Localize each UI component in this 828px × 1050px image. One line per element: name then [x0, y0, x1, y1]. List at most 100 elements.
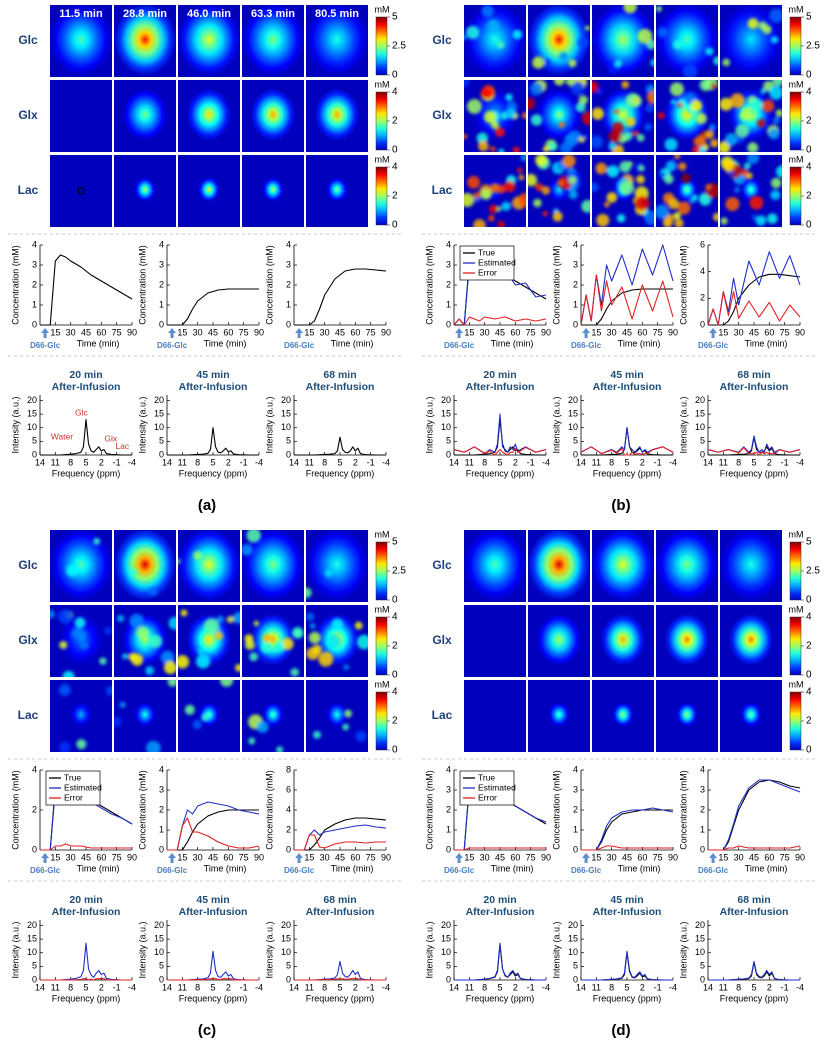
plot-subtitle: After-Infusion	[593, 906, 662, 918]
x-tick-label: 11	[178, 982, 187, 992]
y-tick-label: 4	[159, 239, 164, 249]
image-noise	[528, 155, 590, 222]
x-tick-label: 15	[718, 327, 728, 337]
y-tick-label: 4	[446, 239, 451, 249]
x-tick-label: 14	[449, 982, 459, 992]
y-tick-label: 0	[286, 319, 291, 329]
y-tick-label: 2	[159, 804, 164, 814]
noise-blob	[233, 611, 240, 624]
colorbar-tick-label: 4	[806, 687, 812, 698]
y-tick-label: 4	[32, 764, 37, 774]
x-tick-label: 90	[254, 327, 264, 337]
noise-blob	[562, 155, 576, 168]
colorbar-tick-label: 0	[392, 70, 398, 81]
noise-blob	[656, 204, 669, 220]
noise-blob	[518, 192, 526, 208]
y-tick-label: 1	[446, 299, 451, 309]
x-tick-label: 8	[482, 457, 487, 467]
y-tick-label: 10	[568, 947, 578, 957]
y-tick-label: 0	[159, 319, 164, 329]
colorbar	[375, 616, 388, 676]
x-tick-label: 45	[749, 327, 759, 337]
noise-blob	[331, 618, 344, 630]
noise-blob	[195, 654, 211, 669]
data-line	[454, 847, 546, 851]
noise-blob	[734, 186, 741, 193]
noise-blob	[184, 704, 195, 715]
y-tick-label: 4	[573, 764, 578, 774]
data-line	[167, 427, 259, 456]
infusion-arrow	[455, 328, 464, 338]
noise-blob	[505, 108, 516, 120]
y-tick-label: 0	[286, 974, 291, 984]
x-tick-label: 11	[178, 457, 187, 467]
y-tick-label: 3	[573, 784, 578, 794]
x-tick-label: 60	[510, 852, 520, 862]
noise-blobs	[178, 551, 203, 564]
image-cell	[114, 5, 176, 77]
noise-blob	[318, 651, 334, 667]
plot-subtitle: After-Infusion	[179, 906, 248, 918]
x-tick-label: 75	[239, 327, 249, 337]
colorbar-unit: mM	[789, 79, 804, 89]
peak-annotation: Glx	[104, 434, 118, 444]
x-axis-label: Frequency (ppm)	[179, 468, 248, 478]
noise-blob	[772, 80, 782, 87]
x-tick-label: -1	[113, 982, 121, 992]
colorbar-tick-label: 5	[806, 12, 812, 23]
row-label: Lac	[18, 183, 39, 197]
y-tick-label: 8	[286, 764, 291, 774]
y-tick-label: 0	[32, 319, 37, 329]
y-axis-label: Concentration (mM)	[424, 770, 434, 850]
colorbar-unit: mM	[789, 529, 804, 539]
noise-blob	[76, 630, 87, 641]
colorbar-tick-label: 4	[392, 612, 398, 623]
plot-title: 68 min	[323, 369, 356, 381]
y-tick-label: 15	[281, 408, 291, 418]
image-cell	[592, 680, 654, 752]
x-tick-label: 5	[83, 982, 88, 992]
x-tick-label: -4	[542, 457, 550, 467]
image-cell	[656, 680, 718, 752]
image-noise	[306, 569, 333, 598]
noise-blob	[592, 135, 603, 149]
noise-blob	[58, 609, 73, 624]
colorbar-tick-label: 2.5	[392, 566, 406, 577]
x-axis-label: Time (min)	[745, 338, 788, 348]
noise-blob	[646, 91, 654, 104]
y-tick-label: 20	[695, 395, 705, 405]
y-tick-label: 4	[32, 239, 37, 249]
noise-blob	[581, 199, 590, 213]
noise-blob	[645, 104, 654, 113]
x-tick-label: 5	[624, 982, 629, 992]
image-cell	[464, 530, 526, 602]
y-tick-label: 15	[568, 408, 578, 418]
noise-blob	[756, 118, 766, 128]
x-tick-label: -1	[654, 457, 662, 467]
colorbar-tick-label: 2	[392, 716, 398, 727]
data-line	[453, 316, 547, 326]
colorbar-tick-label: 2	[392, 641, 398, 652]
x-tick-label: 15	[177, 327, 187, 337]
x-tick-label: 30	[193, 327, 203, 337]
x-tick-label: 15	[50, 327, 60, 337]
noise-blob	[670, 99, 677, 105]
y-tick-label: 5	[32, 961, 37, 971]
x-tick-label: -4	[128, 457, 136, 467]
y-tick-label: 1	[573, 824, 578, 834]
x-tick-label: 45	[495, 327, 505, 337]
plot-subtitle: After-Infusion	[593, 381, 662, 393]
y-tick-label: 15	[281, 933, 291, 943]
infusion-label: D66-Glc	[284, 866, 315, 875]
plot-subtitle: After-Infusion	[466, 906, 535, 918]
x-tick-label: 8	[68, 982, 73, 992]
y-tick-label: 0	[159, 844, 164, 854]
legend-label: True	[478, 772, 495, 782]
colorbar-tick-label: 2	[806, 716, 812, 727]
colorbar-tick-label: 5	[392, 537, 398, 548]
y-tick-label: 0	[32, 449, 37, 459]
data-line	[708, 779, 801, 851]
infusion-label: D66-Glc	[157, 866, 188, 875]
noise-blob	[665, 160, 677, 172]
data-line	[294, 817, 387, 851]
